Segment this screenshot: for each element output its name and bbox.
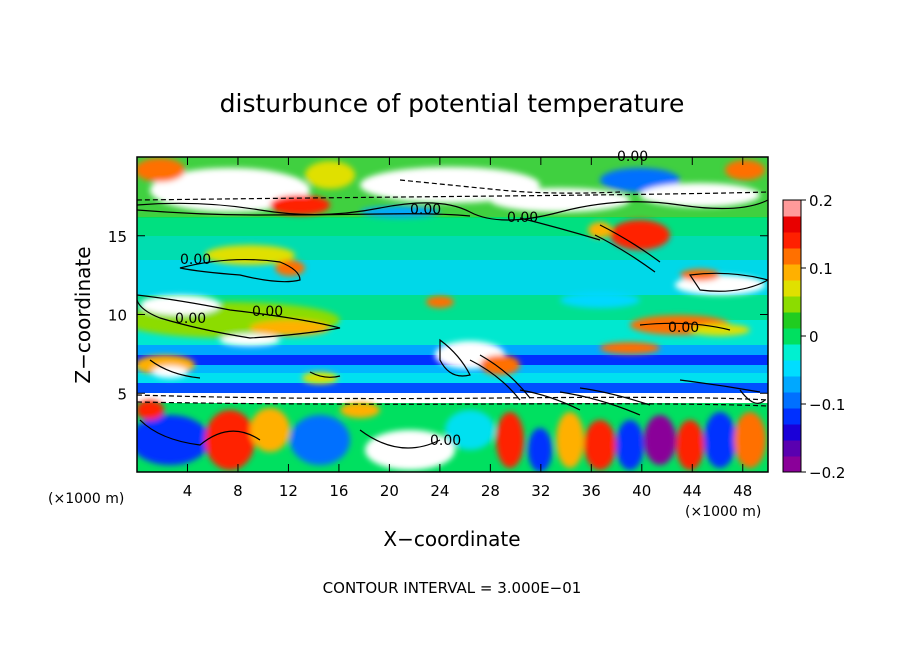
- contour-label: 0.00: [410, 202, 441, 218]
- colorbar-swatch: [783, 280, 801, 297]
- contour-label: 0.00: [507, 210, 538, 226]
- colorbar-tick-label: −0.1: [809, 396, 845, 414]
- colorbar-swatch: [783, 216, 801, 233]
- colorbar-ticks: 0.2 0.1 0 −0.1 −0.2: [801, 192, 845, 482]
- x-tick-label: 24: [430, 482, 449, 500]
- x-tick-label: 4: [183, 482, 193, 500]
- contour-label: 0.00: [180, 252, 211, 268]
- x-tick-label: 40: [632, 482, 651, 500]
- colorbar-tick-label: 0: [809, 328, 819, 346]
- colorbar-swatch: [783, 328, 801, 345]
- contour-interval-note: CONTOUR INTERVAL = 3.000E−01: [323, 579, 582, 597]
- colorbar-swatch: [783, 360, 801, 377]
- colorbar-swatch: [783, 456, 801, 473]
- colorbar-tick-label: −0.2: [809, 464, 845, 482]
- y-axis-label: Z−coordinate: [71, 246, 95, 383]
- colorbar-tick-label: 0.2: [809, 192, 833, 210]
- x-unit-left: (×1000 m): [48, 491, 124, 507]
- x-axis: 4 8 12 16 20 24 28 32 36 40 44 48: [183, 157, 752, 500]
- contour-label: 0.00: [252, 304, 283, 320]
- x-tick-label: 8: [233, 482, 243, 500]
- colorbar-swatch: [783, 392, 801, 409]
- chart-title: disturbunce of potential temperature: [220, 89, 685, 118]
- colorbar-swatch: [783, 200, 801, 217]
- colorbar-swatch: [783, 344, 801, 361]
- colorbar-swatch: [783, 248, 801, 265]
- colorbar-swatch: [783, 312, 801, 329]
- colorbar-swatch: [783, 296, 801, 313]
- x-tick-label: 20: [380, 482, 399, 500]
- colorbar-swatch: [783, 232, 801, 249]
- y-tick-label: 10: [108, 307, 127, 325]
- contour-label: 0.00: [668, 320, 699, 336]
- x-tick-label: 44: [683, 482, 702, 500]
- colorbar-tick-label: 0.1: [809, 260, 833, 278]
- colorbar-swatch: [783, 408, 801, 425]
- colorbar-swatch: [783, 264, 801, 281]
- x-tick-label: 28: [481, 482, 500, 500]
- x-tick-label: 16: [329, 482, 348, 500]
- x-unit-right: (×1000 m): [685, 504, 761, 520]
- colorbar-swatch: [783, 424, 801, 441]
- colorbar-swatch: [783, 376, 801, 393]
- colorbar-swatch: [783, 440, 801, 457]
- colorbar: [782, 199, 802, 473]
- contour-lines: [137, 179, 768, 449]
- x-tick-label: 48: [733, 482, 752, 500]
- x-tick-label: 12: [279, 482, 298, 500]
- x-axis-label: X−coordinate: [383, 527, 520, 551]
- y-tick-label: 15: [108, 228, 127, 246]
- y-tick-label: 5: [117, 385, 127, 403]
- y-axis: 5 10 15: [108, 228, 768, 403]
- heatmap-field: [137, 157, 768, 472]
- x-tick-label: 36: [582, 482, 601, 500]
- contour-label: 0.00: [175, 311, 206, 327]
- x-tick-label: 32: [531, 482, 550, 500]
- contour-label: 0.00: [430, 433, 461, 449]
